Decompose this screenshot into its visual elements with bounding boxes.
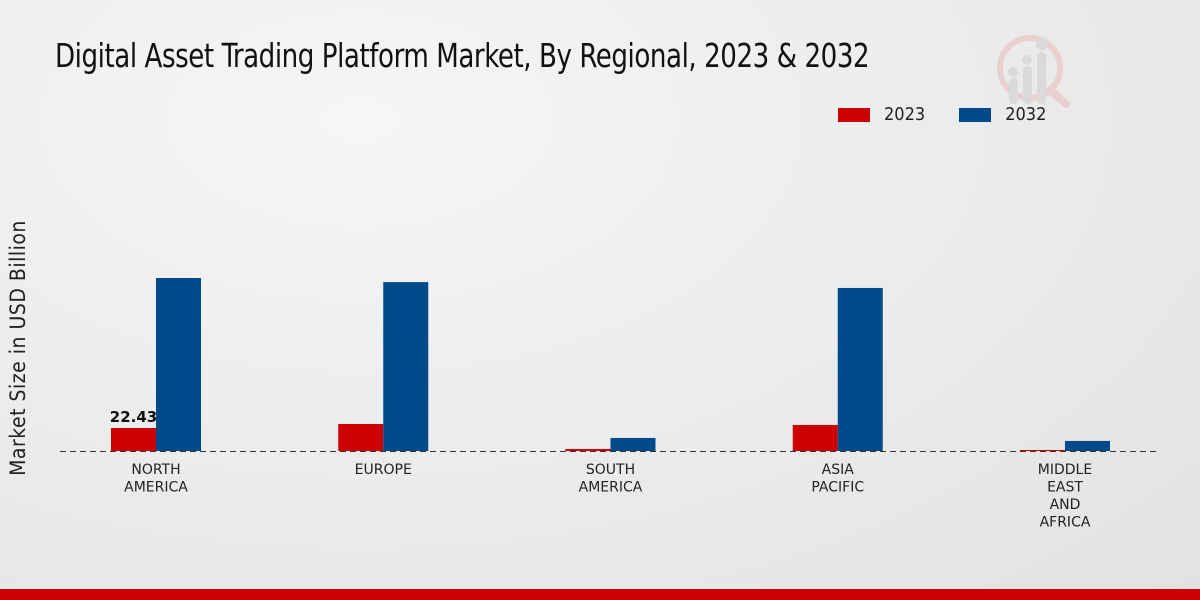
legend-item-2023: 2023	[838, 104, 925, 125]
data-label: 22.43	[110, 408, 157, 426]
bar-2032-1	[383, 282, 429, 451]
footer-bar	[0, 589, 1200, 600]
x-tick-label: EUROPE	[355, 462, 412, 478]
legend-item-2032: 2032	[959, 104, 1046, 125]
x-tick-label: MIDDLE EAST AND AFRICA	[1038, 462, 1092, 531]
legend: 2023 2032	[838, 104, 1080, 125]
bar-2032-4	[1065, 440, 1110, 451]
chart-title: Digital Asset Trading Platform Market, B…	[55, 36, 870, 75]
bar-2032-3	[837, 287, 883, 451]
legend-label-2032: 2032	[1005, 104, 1047, 125]
x-tick-label: SOUTH AMERICA	[579, 462, 643, 496]
x-tick-label: NORTH AMERICA	[124, 462, 188, 496]
legend-label-2023: 2023	[884, 104, 926, 125]
bar-2023-3	[792, 424, 838, 451]
legend-swatch-2032	[959, 107, 992, 122]
bar-2023-0	[111, 428, 156, 451]
bar-2032-0	[156, 278, 201, 451]
bar-2023-2	[565, 448, 611, 451]
legend-swatch-2023	[838, 107, 870, 122]
bar-2032-2	[610, 437, 656, 451]
bar-2023-1	[338, 424, 384, 451]
watermark-logo-icon	[997, 35, 1070, 108]
bar-2023-4	[1020, 449, 1065, 451]
x-tick-label: ASIA PACIFIC	[811, 462, 864, 496]
